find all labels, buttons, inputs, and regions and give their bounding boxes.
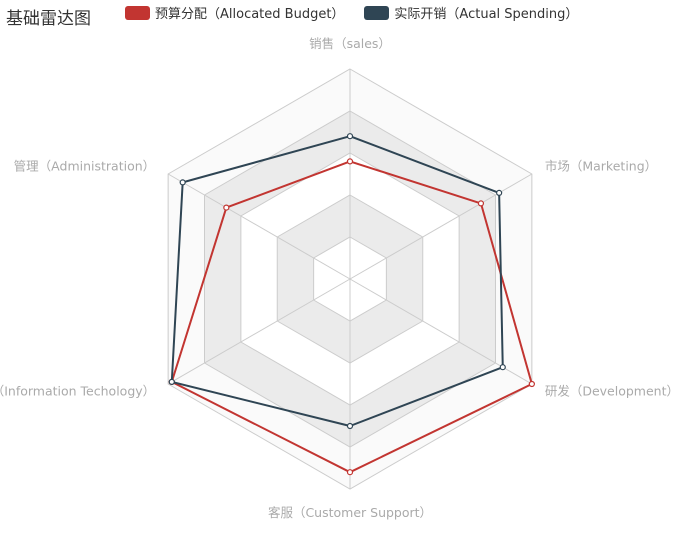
- series-1-point-3: [528, 380, 535, 388]
- indicator-label-2: 市场（Marketing）: [545, 159, 657, 174]
- series-2-point-5: [168, 378, 175, 385]
- indicator-label-4: 客服（Customer Support）: [268, 505, 432, 520]
- series-1-point-2: [477, 200, 485, 207]
- legend-label-allocated-budget: 预算分配（Allocated Budget）: [155, 7, 345, 22]
- legend-item-actual-spending[interactable]: 实际开销（Actual Spending）: [364, 3, 578, 22]
- axis-line-5: [167, 278, 351, 385]
- legend-item-allocated-budget[interactable]: 预算分配（Allocated Budget）: [125, 3, 344, 22]
- chart-title: 基础雷达图: [6, 9, 91, 29]
- indicator-label-3: 研发（Development）: [545, 384, 679, 399]
- series-2-point-3: [499, 364, 506, 371]
- series-2-point-1: [346, 133, 354, 140]
- indicator-label-1: 销售（sales）: [309, 36, 391, 51]
- legend-swatch-actual-spending: [364, 5, 390, 20]
- indicator-label-6: 管理（Administration）: [14, 159, 155, 174]
- series-2-point-2: [496, 189, 503, 196]
- series-1-point-4: [346, 469, 354, 476]
- series-2-point-6: [179, 179, 186, 186]
- axis-line-6: [167, 173, 351, 280]
- legend: 预算分配（Allocated Budget） 实际开销（Actual Spend…: [125, 3, 598, 22]
- series-1-point-1: [346, 158, 354, 165]
- series-2-point-4: [346, 422, 354, 430]
- legend-label-actual-spending: 实际开销（Actual Spending）: [394, 7, 579, 22]
- legend-swatch-allocated-budget: [125, 5, 150, 20]
- series-1-point-6: [223, 204, 230, 211]
- indicator-label-5: 信息技术（Information Techology）: [0, 384, 155, 399]
